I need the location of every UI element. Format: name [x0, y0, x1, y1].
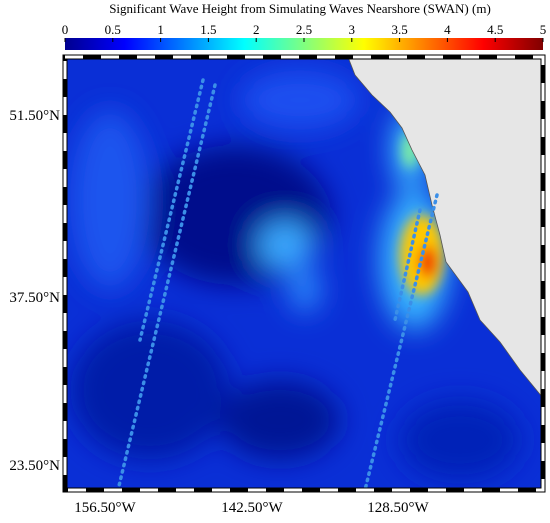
colorbar-tick-label: 3	[349, 22, 356, 37]
latitude-label: 37.50°N	[9, 290, 60, 306]
colorbar-tick-label: 2	[253, 22, 260, 37]
colorbar-tick-label: 4.5	[487, 22, 503, 37]
satellite-tracks	[116, 78, 439, 490]
land	[347, 57, 543, 399]
colorbar-tick-label: 1	[157, 22, 164, 37]
colorbar-tick-label: 0	[62, 22, 69, 37]
colorbar-title: Significant Wave Height from Simulating …	[109, 1, 491, 16]
latitude-label: 23.50°N	[9, 458, 60, 474]
longitude-label: 142.50°W	[221, 500, 283, 516]
longitude-label: 128.50°W	[367, 500, 429, 516]
colorbar-tick-label: 2.5	[296, 22, 312, 37]
map-frame-dash	[63, 55, 545, 492]
colorbar-tick-label: 4	[444, 22, 451, 37]
colorbar-tick-label: 1.5	[200, 22, 216, 37]
colorbar	[65, 38, 543, 50]
wave-field	[65, 57, 543, 490]
longitude-label: 156.50°W	[74, 500, 136, 516]
latitude-label: 51.50°N	[9, 108, 60, 124]
colorbar-tick-label: 3.5	[391, 22, 407, 37]
colorbar-tick-label: 0.5	[105, 22, 121, 37]
colorbar-tick-label: 5	[540, 22, 547, 37]
